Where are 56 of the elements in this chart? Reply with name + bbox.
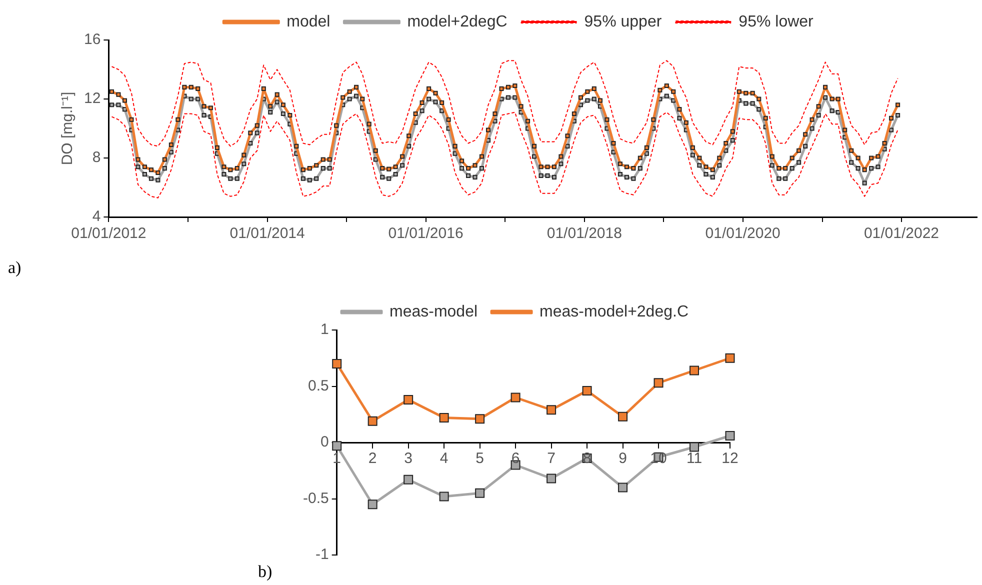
x-tick-label: 01/01/2018: [546, 225, 622, 242]
point: [690, 366, 699, 376]
y-axis-title: DO [mg.l⁻¹]: [59, 92, 76, 166]
legend-label: model: [286, 13, 330, 30]
text: b): [258, 562, 272, 582]
point: [582, 386, 592, 396]
point: [368, 416, 378, 426]
point: [654, 378, 664, 388]
y-tick-label: 16: [84, 31, 101, 48]
x-tick-label: 01/01/2016: [388, 225, 464, 242]
legend-label: 95% lower: [738, 13, 814, 30]
y-tick-label: 12: [84, 90, 101, 108]
point: [546, 474, 556, 484]
y-tick-label: 0.5: [308, 377, 329, 394]
point: [510, 392, 520, 402]
y-tick-label: 1: [320, 321, 329, 338]
x-tick-label: 01/01/2020: [705, 225, 780, 242]
point: [618, 412, 628, 422]
x-tick-label: 7: [547, 450, 556, 468]
legend-label: model+2degC: [407, 13, 508, 30]
x-tick-label: 4: [440, 450, 448, 468]
x-tick-label: 01/01/2014: [230, 225, 305, 242]
point: [439, 492, 449, 502]
x-tick-label: 9: [618, 450, 627, 468]
x-tick-label: 12: [722, 450, 738, 468]
legend-label: meas-model+2deg.C: [540, 303, 688, 320]
x-tick-label: 11: [686, 450, 702, 468]
point: [618, 482, 628, 492]
line-series: [111, 60, 898, 147]
x-tick-label: 01/01/2022: [864, 225, 940, 242]
x-tick-label: 3: [404, 450, 412, 468]
line-series: [111, 112, 898, 198]
point: [332, 359, 342, 368]
legend-label: 95% upper: [584, 13, 662, 30]
point: [546, 405, 556, 415]
point: [404, 395, 414, 404]
y-tick-label: -1: [316, 546, 329, 564]
x-tick-label: 10: [650, 450, 667, 468]
x-tick-label: 2: [368, 450, 377, 468]
point: [368, 500, 378, 510]
point: [690, 442, 699, 452]
point: [475, 488, 485, 498]
point: [404, 474, 414, 484]
y-tick-label: 4: [92, 208, 101, 226]
point: [439, 413, 449, 422]
point: [475, 414, 485, 424]
y-tick-label: 8: [92, 149, 101, 166]
point: [725, 353, 735, 363]
point: [332, 441, 342, 451]
x-tick-label: 01/01/2012: [71, 225, 146, 242]
point: [725, 431, 735, 440]
text: a): [8, 258, 22, 278]
y-tick-label: -0.5: [302, 490, 329, 507]
legend-label: meas-model: [390, 303, 478, 320]
x-tick-label: 5: [476, 450, 484, 468]
y-tick-label: 0: [320, 434, 329, 451]
